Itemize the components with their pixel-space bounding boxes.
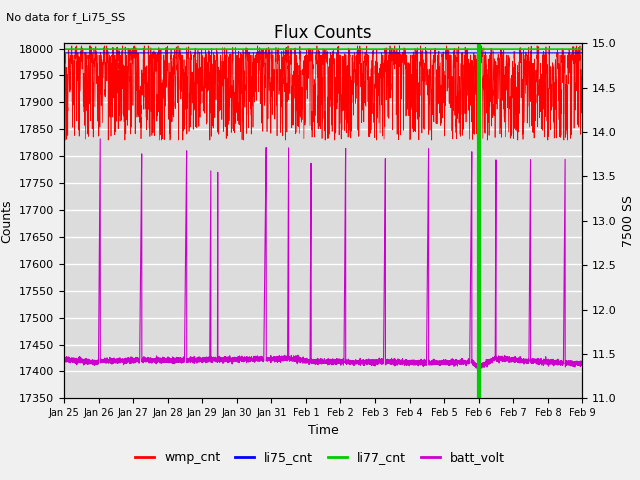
Text: EE_flux: EE_flux xyxy=(0,479,1,480)
Title: Flux Counts: Flux Counts xyxy=(275,24,372,42)
X-axis label: Time: Time xyxy=(308,424,339,437)
Y-axis label: Counts: Counts xyxy=(1,199,13,242)
Text: No data for f_Li75_SS: No data for f_Li75_SS xyxy=(6,12,125,23)
Y-axis label: 7500 SS: 7500 SS xyxy=(623,195,636,247)
Legend: wmp_cnt, li75_cnt, li77_cnt, batt_volt: wmp_cnt, li75_cnt, li77_cnt, batt_volt xyxy=(131,446,509,469)
